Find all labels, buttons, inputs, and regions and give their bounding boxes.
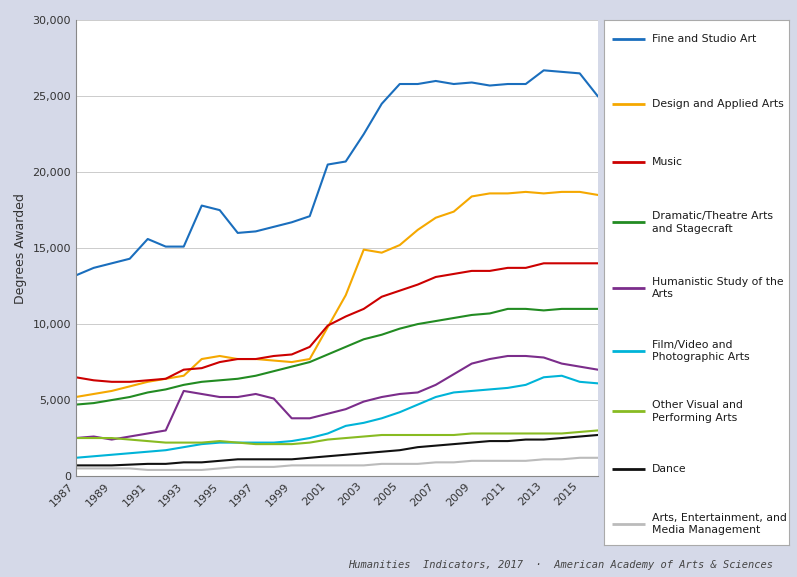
Text: Design and Applied Arts: Design and Applied Arts xyxy=(652,99,784,109)
Y-axis label: Degrees Awarded: Degrees Awarded xyxy=(14,193,26,304)
Text: Arts, Entertainment, and
Media Management: Arts, Entertainment, and Media Managemen… xyxy=(652,513,787,535)
Text: Film/Video and
Photographic Arts: Film/Video and Photographic Arts xyxy=(652,340,750,362)
Text: Dramatic/Theatre Arts
and Stagecraft: Dramatic/Theatre Arts and Stagecraft xyxy=(652,211,773,234)
Text: Humanities  Indicators, 2017  ·  American Academy of Arts & Sciences: Humanities Indicators, 2017 · American A… xyxy=(348,560,773,570)
Text: Music: Music xyxy=(652,157,683,167)
Text: Dance: Dance xyxy=(652,464,687,474)
Text: Humanistic Study of the
Arts: Humanistic Study of the Arts xyxy=(652,277,783,299)
Text: Fine and Studio Art: Fine and Studio Art xyxy=(652,33,756,44)
Text: Other Visual and
Performing Arts: Other Visual and Performing Arts xyxy=(652,400,743,422)
